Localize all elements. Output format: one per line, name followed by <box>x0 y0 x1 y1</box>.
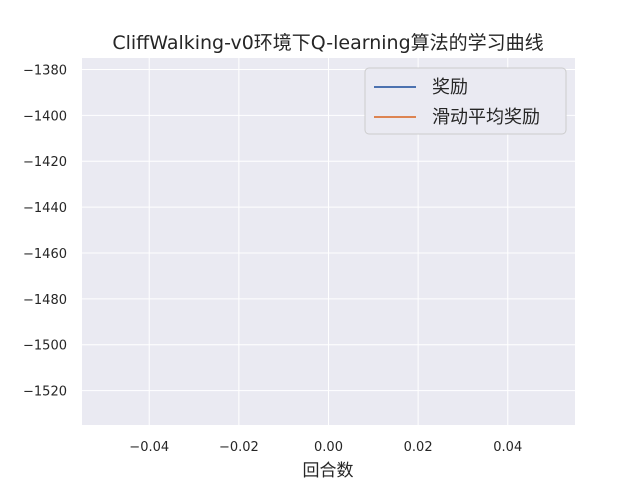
y-tick-label: −1480 <box>23 293 67 308</box>
y-tick-label: −1400 <box>23 109 67 124</box>
y-tick-label: −1460 <box>23 247 67 262</box>
x-axis-label: 回合数 <box>303 461 354 480</box>
y-tick-labels: −1380 −1400 −1420 −1440 −1460 −1480 −1500 −1520 <box>23 63 67 399</box>
legend: 奖励 滑动平均奖励 <box>364 67 567 135</box>
x-tick-label: −0.02 <box>219 440 259 455</box>
y-tick-label: −1420 <box>23 155 67 170</box>
legend-label-moving-average: 滑动平均奖励 <box>432 107 540 128</box>
y-tick-label: −1520 <box>23 385 67 400</box>
y-tick-label: −1440 <box>23 201 67 216</box>
x-tick-labels: −0.04 −0.02 0.00 0.02 0.04 <box>129 440 522 455</box>
x-tick-label: 0.00 <box>314 440 343 455</box>
legend-label-reward: 奖励 <box>432 77 468 98</box>
y-tick-label: −1500 <box>23 339 67 354</box>
y-tick-label: −1380 <box>23 63 67 78</box>
x-tick-label: 0.04 <box>493 440 522 455</box>
x-tick-label: −0.04 <box>129 440 169 455</box>
chart-title: CliffWalking-v0环境下Q-learning算法的学习曲线 <box>112 32 543 54</box>
x-tick-label: 0.02 <box>404 440 433 455</box>
